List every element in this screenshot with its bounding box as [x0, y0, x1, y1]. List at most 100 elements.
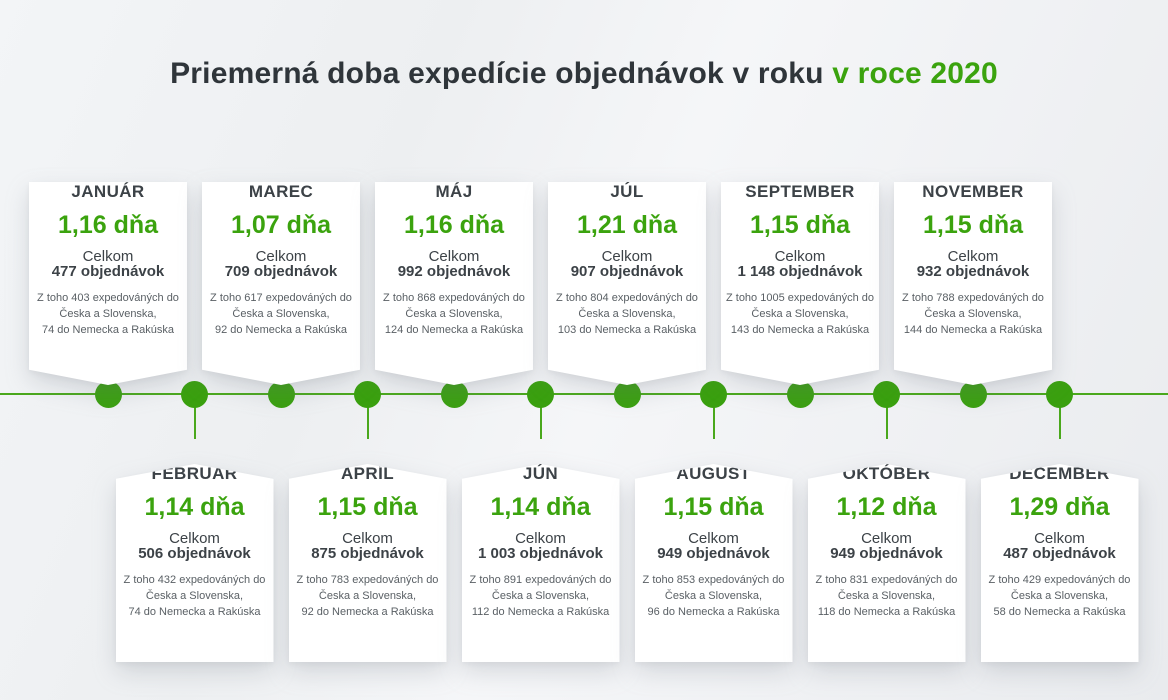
- total-label: Celkom: [688, 530, 739, 547]
- month-name: SEPTEMBER: [745, 182, 855, 201]
- month-card-wrap: MÁJ 1,16 dňa Celkom 992 objednávok Z toh…: [375, 155, 533, 385]
- shipment-breakdown: Z toho 429 expedováných do Česka a Slove…: [981, 572, 1139, 620]
- breakdown-line-1: Z toho 804 expedováných do: [556, 292, 698, 304]
- total-orders-value: 506 objednávok: [138, 545, 251, 562]
- avg-days-value: 1,14 dňa: [144, 493, 245, 521]
- total-label: Celkom: [428, 248, 480, 265]
- timeline-dot-icon: [613, 381, 641, 408]
- total-orders-value: 949 objednávok: [657, 545, 770, 562]
- total-label: Celkom: [342, 530, 393, 547]
- timeline-connector: [193, 395, 196, 439]
- month-name: OKTÓBER: [842, 464, 931, 483]
- breakdown-line-2: Česka a Slovenska,: [751, 308, 849, 320]
- title-main: Priemerná doba expedície objednávok v ro…: [170, 57, 824, 90]
- breakdown-line-1: Z toho 403 expedováných do: [37, 292, 179, 304]
- breakdown-line-2: Česka a Slovenska,: [145, 590, 244, 602]
- month-card-wrap: JÚN 1,14 dňa Celkom 1 003 objednávok Z t…: [461, 437, 620, 662]
- shipment-breakdown: Z toho 868 expedováných do Česka a Slove…: [375, 290, 533, 338]
- breakdown-line-1: Z toho 783 expedováných do: [296, 574, 439, 586]
- month-name: JÚL: [610, 182, 644, 201]
- timeline-dot-icon: [959, 381, 987, 408]
- breakdown-line-2: Česka a Slovenska,: [664, 590, 763, 602]
- month-card-wrap: JÚL 1,21 dňa Celkom 907 objednávok Z toh…: [548, 155, 706, 385]
- breakdown-line-2: Česka a Slovenska,: [924, 308, 1022, 320]
- avg-days-value: 1,07 dňa: [230, 211, 332, 239]
- total-orders-value: 949 objednávok: [830, 545, 943, 562]
- total-orders-value: 487 objednávok: [1003, 545, 1116, 562]
- month-card-wrap: MAREC 1,07 dňa Celkom 709 objednávok Z t…: [202, 155, 360, 385]
- month-group-10: OKTÓBER 1,12 dňa Celkom 949 objednávok Z…: [807, 0, 966, 700]
- breakdown-line-2: Česka a Slovenska,: [405, 308, 503, 320]
- timeline-dot-icon: [181, 381, 208, 408]
- shipment-breakdown: Z toho 804 expedováných do Česka a Slove…: [548, 290, 706, 338]
- month-name: DECEMBER: [1009, 464, 1110, 483]
- breakdown-line-2: Česka a Slovenska,: [318, 590, 417, 602]
- breakdown-line-2: Česka a Slovenska,: [59, 308, 157, 320]
- breakdown-line-1: Z toho 617 expedováných do: [210, 292, 352, 304]
- month-card-wrap: SEPTEMBER 1,15 dňa Celkom 1 148 objednáv…: [721, 155, 879, 385]
- breakdown-line-1: Z toho 868 expedováných do: [383, 292, 525, 304]
- timeline-connector: [1058, 395, 1061, 439]
- month-card-wrap: AUGUST 1,15 dňa Celkom 949 objednávok Z …: [634, 437, 793, 662]
- shipment-breakdown: Z toho 403 expedováných do Česka a Slove…: [29, 290, 187, 338]
- breakdown-line-2: Česka a Slovenska,: [232, 308, 330, 320]
- total-label: Celkom: [774, 248, 826, 265]
- breakdown-line-3: 143 do Nemecka a Rakúska: [730, 324, 870, 336]
- shipment-breakdown: Z toho 891 expedováných do Česka a Slove…: [462, 572, 620, 620]
- total-orders-value: 932 objednávok: [916, 263, 1030, 280]
- month-group-9: SEPTEMBER 1,15 dňa Celkom 1 148 objednáv…: [721, 0, 879, 700]
- shipment-breakdown: Z toho 831 expedováných do Česka a Slove…: [808, 572, 966, 620]
- month-card: JANUÁR 1,16 dňa Celkom 477 objednávok Z …: [29, 182, 187, 385]
- avg-days-value: 1,29 dňa: [1009, 493, 1110, 521]
- month-card-wrap: FEBRUÁR 1,14 dňa Celkom 506 objednávok Z…: [115, 437, 274, 662]
- month-group-5: MÁJ 1,16 dňa Celkom 992 objednávok Z toh…: [375, 0, 533, 700]
- month-group-3: MAREC 1,07 dňa Celkom 709 objednávok Z t…: [202, 0, 360, 700]
- month-group-1: JANUÁR 1,16 dňa Celkom 477 objednávok Z …: [29, 0, 187, 700]
- month-group-6: JÚN 1,14 dňa Celkom 1 003 objednávok Z t…: [461, 0, 620, 700]
- breakdown-line-3: 118 do Nemecka a Rakúska: [817, 606, 956, 618]
- month-card: FEBRUÁR 1,14 dňa Celkom 506 objednávok Z…: [115, 464, 274, 662]
- total-label: Celkom: [601, 248, 653, 265]
- avg-days-value: 1,15 dňa: [663, 493, 764, 521]
- month-card: SEPTEMBER 1,15 dňa Celkom 1 148 objednáv…: [721, 182, 879, 385]
- total-orders-value: 709 objednávok: [224, 263, 338, 280]
- month-card: OKTÓBER 1,12 dňa Celkom 949 objednávok Z…: [807, 464, 966, 662]
- breakdown-line-2: Česka a Slovenska,: [578, 308, 676, 320]
- month-card: DECEMBER 1,29 dňa Celkom 487 objednávok …: [980, 464, 1139, 662]
- total-label: Celkom: [947, 248, 999, 265]
- month-group-12: DECEMBER 1,29 dňa Celkom 487 objednávok …: [980, 0, 1139, 700]
- month-card-wrap: NOVEMBER 1,15 dňa Celkom 932 objednávok …: [894, 155, 1052, 385]
- month-name: AUGUST: [676, 464, 751, 483]
- total-orders-value: 907 objednávok: [570, 263, 684, 280]
- timeline-connector: [539, 395, 542, 439]
- timeline-dot-icon: [786, 381, 814, 408]
- total-orders-value: 477 objednávok: [51, 263, 165, 280]
- avg-days-value: 1,16 dňa: [403, 211, 505, 239]
- breakdown-line-1: Z toho 831 expedováných do: [815, 574, 958, 586]
- breakdown-line-2: Česka a Slovenska,: [1010, 590, 1109, 602]
- total-orders-value: 1 003 objednávok: [477, 545, 604, 562]
- month-card: AUGUST 1,15 dňa Celkom 949 objednávok Z …: [634, 464, 793, 662]
- timeline-connector: [885, 395, 888, 439]
- timeline-line: [0, 393, 1168, 395]
- breakdown-line-2: Česka a Slovenska,: [491, 590, 590, 602]
- month-card: JÚL 1,21 dňa Celkom 907 objednávok Z toh…: [548, 182, 706, 385]
- breakdown-line-3: 74 do Nemecka a Rakúska: [128, 606, 261, 618]
- breakdown-line-3: 92 do Nemecka a Rakúska: [301, 606, 434, 618]
- month-group-7: JÚL 1,21 dňa Celkom 907 objednávok Z toh…: [548, 0, 706, 700]
- total-label: Celkom: [1034, 530, 1085, 547]
- shipment-breakdown: Z toho 617 expedováných do Česka a Slove…: [202, 290, 360, 338]
- total-orders-value: 875 objednávok: [311, 545, 424, 562]
- avg-days-value: 1,15 dňa: [317, 493, 418, 521]
- avg-days-value: 1,14 dňa: [490, 493, 591, 521]
- timeline-connector: [366, 395, 369, 439]
- shipment-breakdown: Z toho 783 expedováných do Česka a Slove…: [289, 572, 447, 620]
- month-card-wrap: OKTÓBER 1,12 dňa Celkom 949 objednávok Z…: [807, 437, 966, 662]
- breakdown-line-3: 74 do Nemecka a Rakúska: [41, 324, 175, 336]
- month-name: JANUÁR: [71, 182, 145, 201]
- month-name: FEBRUÁR: [151, 464, 238, 483]
- breakdown-line-1: Z toho 788 expedováných do: [902, 292, 1044, 304]
- total-label: Celkom: [169, 530, 220, 547]
- month-group-11: NOVEMBER 1,15 dňa Celkom 932 objednávok …: [894, 0, 1052, 700]
- month-card-wrap: APRÍL 1,15 dňa Celkom 875 objednávok Z t…: [288, 437, 447, 662]
